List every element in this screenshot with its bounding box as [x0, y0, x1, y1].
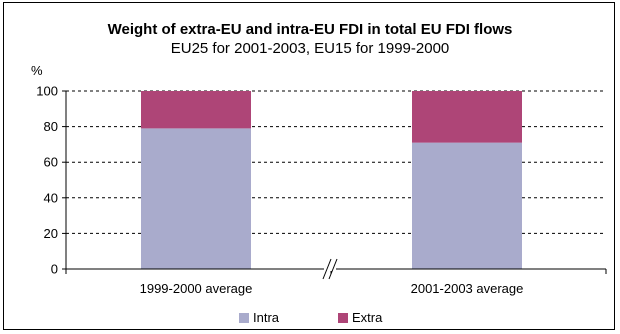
y-tick-label-20: 20: [44, 226, 58, 241]
y-axis-unit-label: %: [31, 63, 43, 78]
axis-break-slash-1: [322, 258, 332, 280]
x-tick-label-2: 2001-2003 average: [411, 281, 524, 296]
axis-break-slash-2: [328, 258, 338, 280]
axis-break-gap: [324, 267, 336, 271]
legend-label-intra: Intra: [253, 310, 280, 325]
bar-extra-2: [412, 91, 522, 143]
y-tick-label-60: 60: [44, 155, 58, 170]
chart-subtitle: EU25 for 2001-2003, EU15 for 1999-2000: [170, 40, 450, 57]
legend-swatch-extra: [338, 312, 348, 323]
bar-intra-2: [412, 142, 522, 269]
legend-item-extra: Extra: [338, 310, 382, 325]
legend-swatch-intra: [239, 312, 249, 323]
y-tick-label-80: 80: [44, 119, 58, 134]
legend: Intra Extra: [0, 310, 620, 330]
bar-extra-1: [141, 91, 251, 129]
x-tick-label-1: 1999-2000 average: [140, 281, 253, 296]
legend-item-intra: Intra: [239, 310, 279, 325]
y-tick-label-100: 100: [36, 84, 58, 99]
legend-label-extra: Extra: [352, 310, 383, 325]
y-tick-label-0: 0: [51, 262, 58, 277]
y-tick-label-40: 40: [44, 190, 58, 205]
chart-title: Weight of extra-EU and intra-EU FDI in t…: [107, 21, 513, 38]
bar-intra-1: [141, 128, 251, 269]
